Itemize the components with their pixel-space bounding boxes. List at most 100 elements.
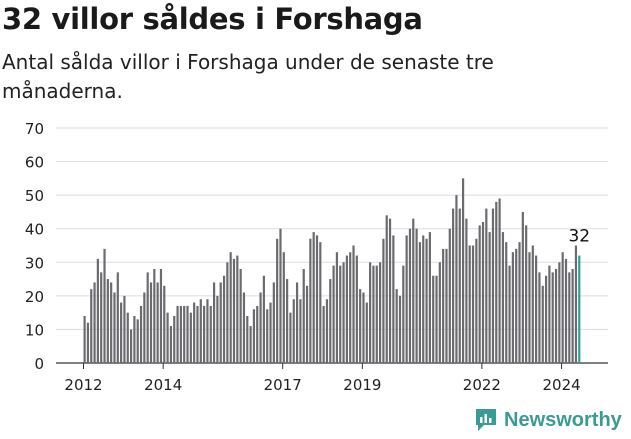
bar [272,282,275,363]
bar [176,305,179,363]
bar [189,312,192,363]
bar [262,275,265,363]
bar [252,309,256,363]
bar [412,218,415,363]
bar [398,295,402,363]
bar [452,208,455,363]
bar [295,282,299,363]
bar [126,312,129,363]
bar [329,279,332,363]
bar [100,272,103,363]
bar [478,225,481,363]
bar [289,312,292,363]
bar [232,258,236,363]
bar [216,295,219,363]
bar [554,269,558,363]
y-tick-label: 60 [25,154,44,172]
bar [322,305,325,363]
bar [309,238,312,363]
bar [375,265,378,363]
bar [292,299,295,363]
bar [518,242,521,363]
x-tick-label: 2017 [264,376,302,394]
bar [256,305,259,363]
bar [428,232,431,363]
bar [405,235,408,363]
bar [226,262,229,363]
bar [93,282,96,363]
bar [402,265,405,363]
bar [362,292,365,363]
newsworthy-logo: Newsworthy [474,405,622,435]
x-tick-label: 2024 [542,376,580,394]
bar [199,299,202,363]
bar [574,245,578,363]
bar [535,255,538,363]
bar [325,299,329,363]
bar [196,305,199,363]
bar [209,305,212,363]
bar [193,302,196,363]
bar [461,178,465,363]
bar [96,258,99,363]
bar [342,262,345,363]
y-tick-label: 30 [25,254,44,272]
bar [531,245,534,363]
chart-subtitle: Antal sålda villor i Forshaga under de s… [2,50,494,103]
bar [491,208,495,363]
bar [505,242,508,363]
bar [551,272,554,363]
x-tick-label: 2014 [144,376,182,394]
bar [485,208,488,363]
bar [169,326,173,363]
bar-chart: 0 10 20 30 40 50 60 70 32 2012 2014 2017 2019 2022 202… [25,120,608,394]
bar [302,269,305,363]
bar [511,252,514,363]
y-tick-label: 50 [25,187,44,205]
bar [388,218,392,363]
y-tick-label: 10 [25,321,44,339]
bar [365,302,368,363]
bar [508,265,511,363]
bar [455,195,458,363]
bar [120,302,123,363]
bar [445,248,448,363]
highlight-bar [578,255,581,363]
bar [113,292,116,363]
bar [432,275,435,363]
bar [249,326,252,363]
bar [568,272,571,363]
bar [86,322,90,363]
bar [369,262,372,363]
bar [558,262,561,363]
bar [259,292,262,363]
bar [481,222,485,363]
bar [279,228,282,363]
newsworthy-logo-icon [476,409,496,431]
bar [129,329,133,363]
bar [133,316,136,363]
bar [475,238,478,363]
bar [123,295,126,363]
bar [156,282,159,363]
bar [149,282,153,363]
bar [332,265,335,363]
bar [528,252,531,363]
y-tick-label: 40 [25,221,44,239]
bar [179,305,182,363]
y-tick-label: 70 [25,120,44,138]
y-tick-label: 0 [34,355,44,373]
bar [471,245,475,363]
bar [382,238,385,363]
bar [372,265,375,363]
x-tick-label: 2012 [64,376,102,394]
bar [116,272,119,363]
bar [106,279,109,363]
bar [541,285,544,363]
bar [435,275,438,363]
bar [239,269,242,363]
bar [242,292,246,363]
bar [83,316,86,363]
bar [564,258,568,363]
bar [269,302,272,363]
